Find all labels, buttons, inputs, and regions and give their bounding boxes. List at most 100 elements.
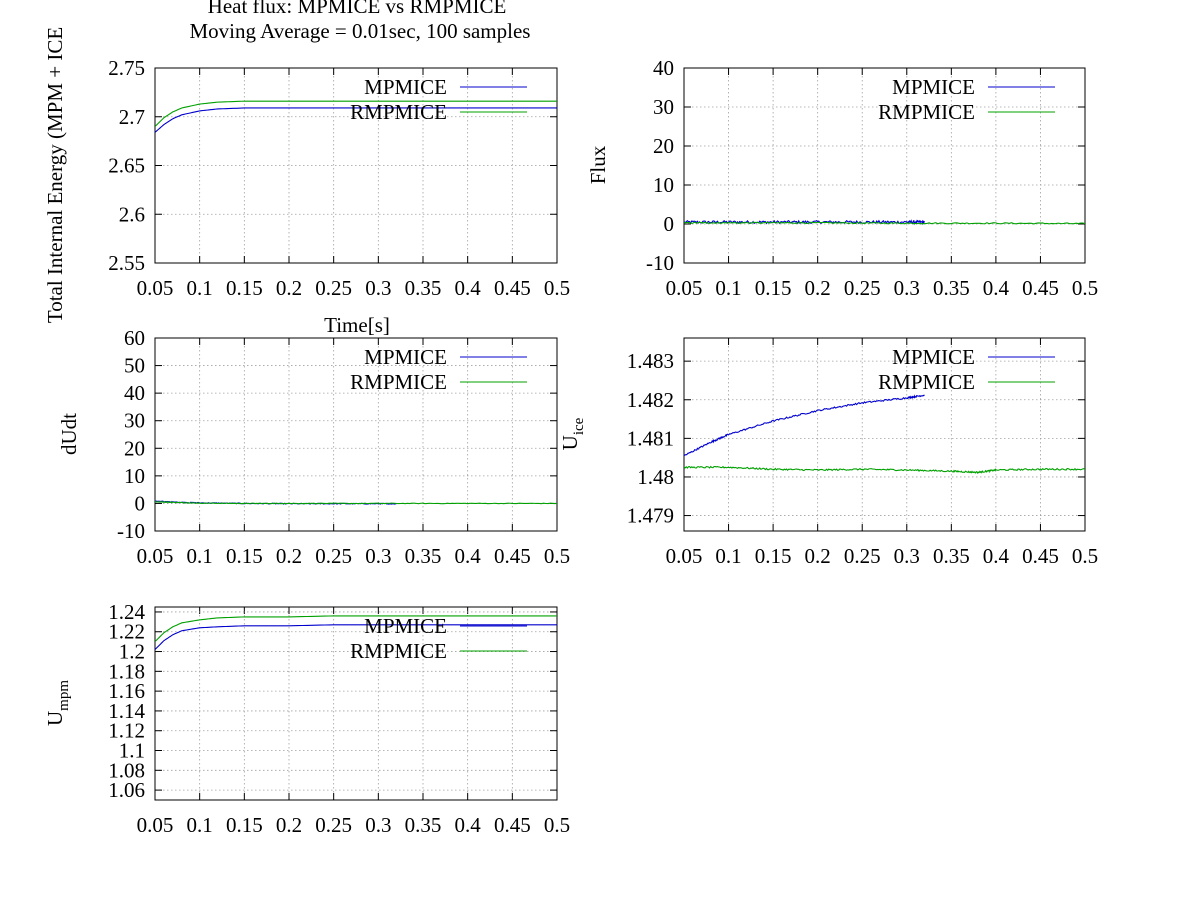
x-tick-label: 0.5 xyxy=(1072,276,1098,300)
series-line-rmpmice xyxy=(684,221,1085,225)
y-axis-label: dUdt xyxy=(57,413,81,455)
x-tick-label: 0.35 xyxy=(405,813,442,837)
x-tick-label: 0.35 xyxy=(405,544,442,568)
x-tick-label: 0.25 xyxy=(315,544,352,568)
series-line-rmpmice xyxy=(155,501,557,505)
x-tick-label: 0.1 xyxy=(187,544,213,568)
series-line-rmpmice xyxy=(155,100,557,127)
x-tick-label: 0.4 xyxy=(983,276,1010,300)
x-tick-label: 0.2 xyxy=(276,813,302,837)
legend-label-mpmice: MPMICE xyxy=(364,345,447,369)
y-tick-label: 30 xyxy=(653,95,674,119)
legend-label-mpmice: MPMICE xyxy=(364,75,447,99)
series-line-mpmice xyxy=(155,107,557,133)
x-tick-label: 0.2 xyxy=(805,544,831,568)
y-tick-label: 1.479 xyxy=(627,504,674,528)
y-axis-label: Flux xyxy=(586,145,610,184)
y-tick-label: 30 xyxy=(124,409,145,433)
x-tick-label: 0.1 xyxy=(715,276,741,300)
y-tick-label: 1.12 xyxy=(108,719,145,743)
legend-label-rmpmice: RMPMICE xyxy=(350,370,447,394)
y-tick-label: 1.481 xyxy=(627,426,674,450)
y-tick-label: 1.18 xyxy=(108,659,145,683)
x-tick-label: 0.45 xyxy=(494,544,531,568)
y-tick-label: 1.16 xyxy=(108,679,145,703)
x-tick-label: 0.4 xyxy=(455,276,482,300)
y-tick-label: 0 xyxy=(135,491,146,515)
x-tick-label: 0.3 xyxy=(894,276,920,300)
x-tick-label: 0.2 xyxy=(276,544,302,568)
y-axis-label: Umpm xyxy=(43,680,72,726)
x-tick-label: 0.4 xyxy=(455,544,482,568)
panel-uice: 0.05 0.1 0.15 0.2 0.25 0.3 0.35 0.4 0.45 0.5 1.479… xyxy=(558,337,1098,568)
y-tick-label: 2.6 xyxy=(119,202,145,226)
figure-title-line1: Heat flux: MPMICE vs RMPMICE xyxy=(208,0,507,18)
x-tick-label: 0.1 xyxy=(187,276,213,300)
x-tick-label: 0.05 xyxy=(137,544,174,568)
y-tick-label: 40 xyxy=(653,56,674,80)
y-axis-label: Uice xyxy=(558,417,587,450)
y-tick-label: 10 xyxy=(653,173,674,197)
x-tick-label: 0.35 xyxy=(405,276,442,300)
x-tick-label: 0.5 xyxy=(544,276,570,300)
series-line-rmpmice xyxy=(684,465,1085,475)
y-tick-label: 1.483 xyxy=(627,349,674,373)
legend-label-mpmice: MPMICE xyxy=(892,345,975,369)
x-axis-label: Time[s] xyxy=(324,313,390,337)
y-tick-label: 20 xyxy=(653,134,674,158)
y-tick-label: 10 xyxy=(124,464,145,488)
x-tick-label: 0.4 xyxy=(455,813,482,837)
y-axis-label: Total Internal Energy (MPM + ICE xyxy=(43,27,67,323)
y-tick-label: 1.48 xyxy=(637,465,674,489)
x-tick-label: 0.5 xyxy=(544,544,570,568)
x-tick-label: 0.25 xyxy=(844,544,881,568)
x-tick-label: 0.15 xyxy=(226,813,263,837)
x-tick-label: 0.15 xyxy=(755,276,792,300)
x-tick-label: 0.4 xyxy=(983,544,1010,568)
x-tick-label: 0.3 xyxy=(365,276,391,300)
legend-label-rmpmice: RMPMICE xyxy=(878,370,975,394)
y-tick-label: -10 xyxy=(117,519,145,543)
x-tick-label: 0.45 xyxy=(494,813,531,837)
series-line-rmpmice xyxy=(155,615,557,643)
figure-title-line2: Moving Average = 0.01sec, 100 samples xyxy=(190,19,531,43)
x-tick-label: 0.45 xyxy=(1022,544,1059,568)
legend-label-rmpmice: RMPMICE xyxy=(350,639,447,663)
y-tick-label: 2.65 xyxy=(108,154,145,178)
x-tick-label: 0.05 xyxy=(137,276,174,300)
y-tick-label: 1.24 xyxy=(108,600,145,624)
y-tick-label: 1.14 xyxy=(108,699,145,723)
x-tick-label: 0.25 xyxy=(315,813,352,837)
x-tick-label: 0.5 xyxy=(1072,544,1098,568)
x-tick-label: 0.1 xyxy=(715,544,741,568)
x-tick-label: 0.2 xyxy=(276,276,302,300)
y-tick-label: 60 xyxy=(124,326,145,350)
x-tick-label: 0.5 xyxy=(544,813,570,837)
y-tick-label: 20 xyxy=(124,436,145,460)
legend-label-mpmice: MPMICE xyxy=(892,75,975,99)
x-tick-label: 0.15 xyxy=(226,544,263,568)
x-tick-label: 0.25 xyxy=(315,276,352,300)
y-tick-label: 1.08 xyxy=(108,758,145,782)
y-tick-label: 1.1 xyxy=(119,739,145,763)
x-tick-label: 0.05 xyxy=(666,276,703,300)
plot-frame xyxy=(683,67,1086,264)
panel-umpm: 0.05 0.1 0.15 0.2 0.25 0.3 0.35 0.4 0.45 0.51.061… xyxy=(43,600,570,837)
panel-dudt: 0.05 0.1 0.15 0.2 0.25 0.3 0.35 0.4 0.45 0.5 -10 0 1… xyxy=(57,326,570,568)
x-tick-label: 0.05 xyxy=(137,813,174,837)
x-tick-label: 0.2 xyxy=(805,276,831,300)
y-tick-label: 50 xyxy=(124,354,145,378)
x-tick-label: 0.25 xyxy=(844,276,881,300)
y-tick-label: 1.22 xyxy=(108,620,145,644)
panel-flux: 0.05 0.1 0.15 0.2 0.25 0.3 0.35 0.4 0.45 0.5 -10 0 1… xyxy=(586,56,1098,300)
legend-label-rmpmice: RMPMICE xyxy=(878,100,975,124)
plot-frame xyxy=(154,337,558,532)
y-tick-label: 1.06 xyxy=(108,778,145,802)
x-tick-label: 0.45 xyxy=(1022,276,1059,300)
y-tick-label: 40 xyxy=(124,381,145,405)
panel-energy: 0.05 0.1 0.15 0.2 0.25 0.3 0.35 0.4 0.45 0.5 2.55 2… xyxy=(43,27,570,337)
y-tick-label: 0 xyxy=(664,212,675,236)
x-tick-label: 0.35 xyxy=(933,544,970,568)
x-tick-label: 0.1 xyxy=(187,813,213,837)
